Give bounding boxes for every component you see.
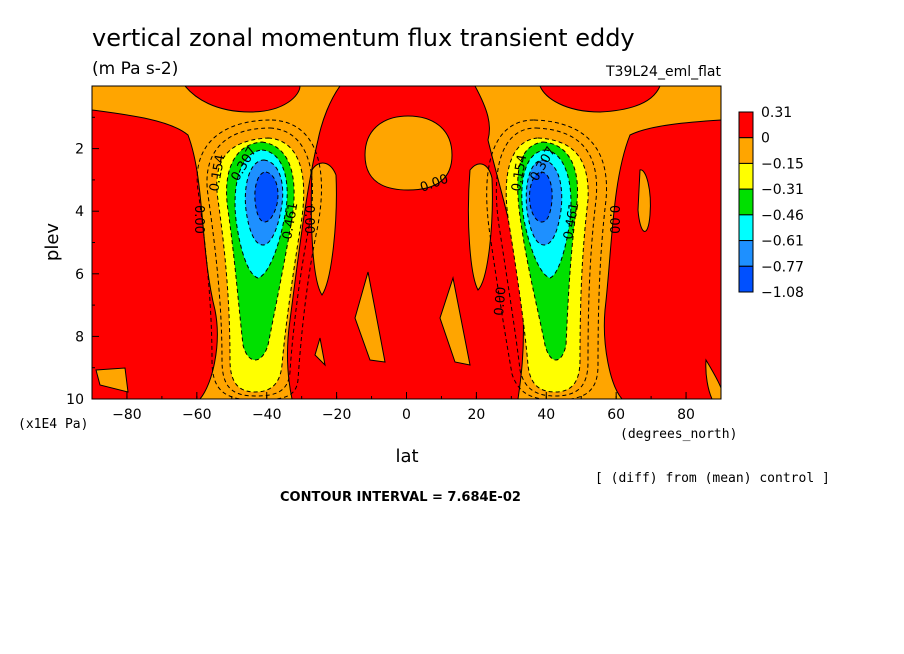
x-tick-label-6: 40: [537, 407, 555, 423]
y-tick-label-1: 4: [75, 204, 84, 220]
orange-bubble-center: [364, 115, 453, 191]
x-tick-label-4: 0: [402, 407, 411, 423]
contour-label-right-000b: 0.00: [606, 205, 621, 234]
contour-label-left-000b: 0.00: [301, 205, 316, 234]
left-negative-tongue: [196, 119, 322, 399]
colorbar-label-5: −0.61: [761, 234, 804, 250]
contour-label-right-000a: 0.00: [492, 286, 509, 316]
x-tick-label-0: −80: [112, 407, 142, 423]
orange-patch-6: [637, 169, 651, 232]
right-dashed-outer-2: [486, 119, 608, 399]
y-tick-label-4: 10: [66, 392, 84, 408]
x-axis-label: lat: [395, 446, 418, 467]
colorbar-swatch-3: [738, 188, 754, 216]
y-tick-label-3: 8: [75, 329, 84, 345]
contour-interval: CONTOUR INTERVAL = 7.684E-02: [280, 490, 521, 505]
y-tick-label-0: 2: [75, 142, 84, 158]
colorbar-swatch-0: [738, 111, 754, 139]
experiment-label: T39L24_eml_flat: [605, 64, 722, 80]
x-axis: −80 −60 −40 −20 0 20 40 60 80: [91, 392, 722, 423]
diff-note: [ (diff) from (mean) control ]: [595, 471, 830, 486]
left-dashed-outer-2: [196, 119, 322, 399]
colorbar-label-0: 0.31: [761, 105, 792, 121]
contour-label-right-0461: 0.461: [561, 201, 582, 240]
plot-area: 0.154 0.307 0.461 0.00 0.00 0.00 0.00 0.…: [92, 86, 721, 399]
colorbar-swatch-5: [738, 240, 754, 267]
colorbar-label-4: −0.46: [761, 208, 804, 224]
red-region-right-edge: [603, 119, 721, 399]
x-tick-label-2: −40: [252, 407, 282, 423]
x-tick-label-7: 60: [607, 407, 625, 423]
orange-strip-right: [705, 358, 721, 399]
colorbar: 0.31 0 −0.15 −0.31 −0.46 −0.61 −0.77 −1.08: [738, 105, 804, 301]
colorbar-swatch-2: [738, 162, 754, 190]
colorbar-label-2: −0.15: [761, 156, 804, 172]
orange-patch-1: [310, 162, 337, 296]
colorbar-swatch-6: [738, 265, 754, 293]
colorbar-label-1: 0: [761, 131, 770, 147]
colorbar-swatch-1: [738, 137, 754, 164]
contour-label-left-000a: 0.00: [191, 205, 206, 234]
chart-title: vertical zonal momentum flux transient e…: [92, 24, 635, 52]
y-axis-units: (x1E4 Pa): [18, 417, 88, 432]
orange-patch-7: [95, 367, 129, 393]
chart-units: (m Pa s-2): [92, 59, 178, 79]
colorbar-swatch-4: [738, 214, 754, 242]
colorbar-label-7: −1.08: [761, 285, 804, 301]
x-tick-label-8: 80: [677, 407, 695, 423]
y-axis: 2 4 6 8 10: [66, 116, 99, 408]
colorbar-label-3: −0.31: [761, 182, 804, 198]
orange-patch-3: [354, 271, 386, 363]
contour-label-left-0154: 0.154: [207, 153, 228, 192]
y-axis-label: plev: [42, 223, 63, 262]
right-dashed-outer-1: [495, 127, 598, 397]
colorbar-label-6: −0.77: [761, 259, 804, 275]
contour-label-left-0461: 0.461: [280, 201, 301, 240]
right-negative-tongue: [486, 119, 608, 399]
left-dashed-outer-1: [206, 127, 313, 397]
x-tick-label-3: −20: [322, 407, 352, 423]
x-tick-label-5: 20: [467, 407, 485, 423]
x-axis-units: (degrees_north): [620, 427, 737, 442]
red-region-top-left: [184, 86, 301, 113]
x-tick-label-1: −60: [182, 407, 212, 423]
orange-patch-4: [314, 337, 326, 367]
red-region-top-right: [539, 86, 661, 113]
left-deep-blue: [254, 171, 279, 223]
right-deep-blue: [529, 171, 553, 223]
orange-patch-5: [439, 276, 471, 366]
contour-label-right-0154: 0.154: [509, 153, 530, 192]
y-tick-label-2: 6: [75, 267, 84, 283]
